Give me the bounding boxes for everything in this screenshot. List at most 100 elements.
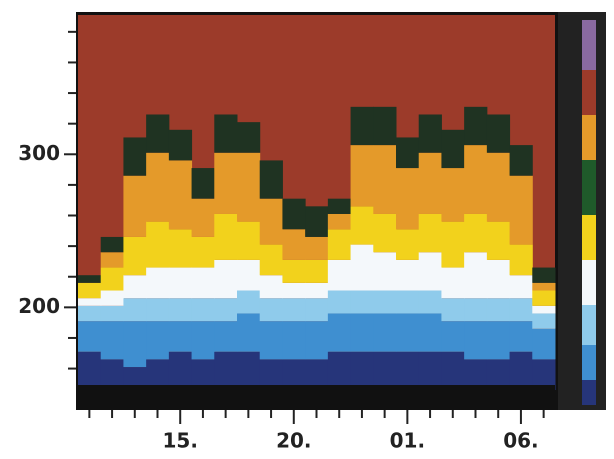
data-cell: [100, 252, 124, 268]
data-cell: [191, 236, 215, 268]
data-cell: [441, 321, 465, 352]
data-cell: [78, 298, 102, 306]
data-cell: [441, 129, 465, 169]
data-cell: [509, 275, 533, 299]
data-cell: [305, 259, 329, 283]
data-cell: [486, 359, 511, 390]
data-cell: [509, 321, 533, 352]
data-cell: [396, 351, 420, 390]
data-cell: [373, 106, 397, 146]
data-cell: [146, 267, 170, 299]
data-cell: [532, 305, 556, 314]
data-cell: [191, 321, 215, 360]
data-cell: [509, 351, 533, 390]
data-cell: [146, 114, 170, 153]
data-cell: [418, 114, 442, 153]
data-cell: [327, 198, 352, 214]
data-cell: [259, 160, 283, 199]
data-cell: [327, 229, 352, 260]
scale-cell: [582, 160, 596, 215]
data-cell: [100, 321, 124, 360]
data-cell: [100, 290, 124, 306]
data-cell: [327, 290, 352, 314]
data-cell: [146, 221, 170, 268]
data-cell: [191, 198, 215, 237]
data-cell: [532, 313, 556, 329]
data-cell: [123, 175, 147, 237]
data-cell: [532, 359, 556, 390]
data-cell: [123, 137, 147, 176]
data-cell: [78, 351, 102, 390]
data-cell: [486, 221, 511, 260]
data-cell: [214, 298, 238, 322]
data-cell: [350, 290, 374, 314]
data-cell: [305, 282, 329, 299]
data-cell: [509, 244, 533, 276]
data-cell: [146, 152, 170, 222]
data-cell: [78, 321, 102, 352]
data-cell: [532, 282, 556, 291]
data-cell: [418, 351, 442, 390]
data-cell: [441, 168, 465, 222]
data-cell: [350, 206, 374, 245]
data-cell: [100, 236, 124, 253]
x-tick-label: 01.: [390, 429, 425, 453]
data-cell: [237, 259, 261, 291]
data-cell: [327, 313, 352, 352]
data-cell: [123, 275, 147, 299]
y-tick-label: 300: [18, 141, 60, 165]
data-cell: [373, 351, 397, 390]
data-cell: [282, 198, 306, 230]
data-cell: [305, 298, 329, 322]
data-cell: [441, 351, 465, 390]
data-cell: [509, 145, 533, 176]
data-cell: [418, 213, 442, 253]
data-cell: [396, 259, 420, 291]
data-cell: [464, 145, 488, 214]
data-cell: [486, 114, 511, 153]
data-cell: [214, 152, 238, 214]
data-cell: [486, 321, 511, 360]
data-cell: [78, 282, 102, 299]
data-cell: [373, 213, 397, 253]
scale-cell: [582, 215, 596, 260]
data-cell: [282, 282, 306, 299]
data-cell: [305, 236, 329, 260]
data-cell: [259, 275, 283, 299]
data-cell: [464, 298, 488, 322]
scale-cell: [582, 115, 596, 160]
data-cell: [350, 351, 374, 390]
data-cell: [168, 351, 193, 390]
data-cell: [327, 351, 352, 390]
data-cell: [509, 298, 533, 322]
data-cell: [214, 351, 238, 390]
scale-cell: [582, 345, 596, 380]
scale-cell: [582, 20, 596, 70]
data-cell: [168, 321, 193, 352]
data-cell: [282, 359, 306, 390]
data-cell: [350, 106, 374, 146]
data-cell: [418, 252, 442, 291]
data-cell: [509, 175, 533, 245]
scale-cell: [582, 260, 596, 305]
data-cell: [532, 328, 556, 360]
data-cell: [259, 359, 283, 390]
data-cell: [100, 305, 124, 322]
data-cell: [214, 114, 238, 153]
data-cell: [237, 290, 261, 314]
data-cell: [486, 259, 511, 299]
data-cell: [259, 321, 283, 360]
data-cell: [396, 137, 420, 169]
data-cell: [350, 145, 374, 207]
data-cell: [123, 321, 147, 368]
data-cell: [418, 290, 442, 314]
data-cell: [191, 359, 215, 390]
data-cell: [123, 367, 147, 390]
data-cell: [191, 298, 215, 322]
scale-cell: [582, 380, 596, 405]
data-cell: [168, 298, 193, 322]
data-cell: [214, 213, 238, 260]
data-cell: [486, 298, 511, 322]
data-cell: [237, 122, 261, 153]
